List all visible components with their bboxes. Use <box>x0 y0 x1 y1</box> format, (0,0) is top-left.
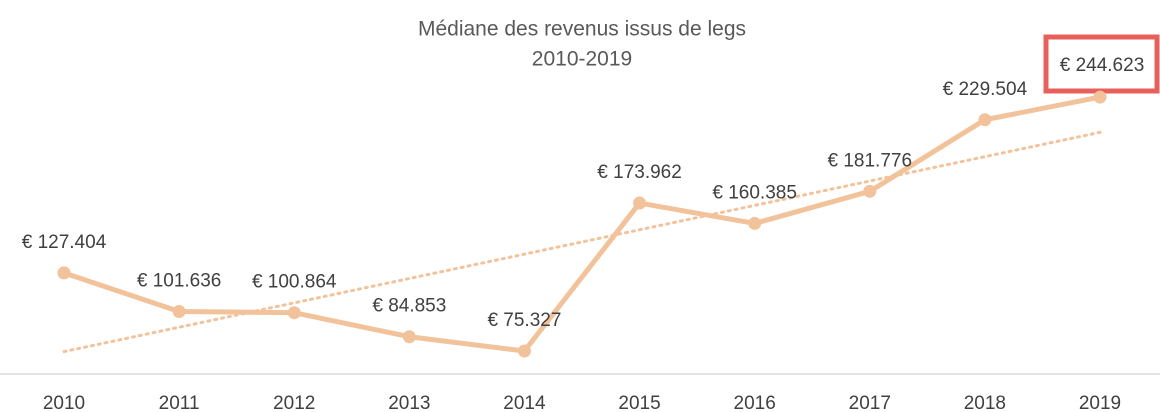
data-label: € 181.776 <box>828 150 913 171</box>
point <box>978 113 992 127</box>
data-label: € 84.853 <box>372 296 446 317</box>
chart-subtitle: 2010-2019 <box>532 48 632 71</box>
x-tick-label: 2015 <box>618 393 660 412</box>
trendline <box>62 130 1102 354</box>
data-label: € 244.623 <box>1060 55 1145 76</box>
x-tick-label: 2019 <box>1079 393 1121 412</box>
x-tick-label: 2016 <box>734 393 776 412</box>
line <box>63 94 1101 354</box>
data-label: € 101.636 <box>137 271 222 292</box>
data-label: € 160.385 <box>712 182 797 203</box>
point <box>172 305 186 319</box>
point <box>287 306 301 320</box>
data-label: € 100.864 <box>252 272 337 293</box>
x-tick-label: 2010 <box>43 393 85 412</box>
point <box>402 330 416 344</box>
point <box>748 216 762 230</box>
x-tick-label: 2011 <box>159 393 200 412</box>
point <box>57 266 71 280</box>
point <box>517 344 531 358</box>
x-tick-label: 2013 <box>388 393 430 412</box>
x-tick-label: 2014 <box>503 393 546 412</box>
data-label: € 75.327 <box>487 310 561 331</box>
x-tick-label: 2018 <box>964 393 1006 412</box>
data-label: € 173.962 <box>597 162 682 183</box>
data-label: € 229.504 <box>943 79 1028 100</box>
chart-title: Médiane des revenus issus de legs <box>418 18 746 41</box>
point <box>1093 90 1107 104</box>
point <box>863 184 877 198</box>
x-tick-label: 2012 <box>273 393 315 412</box>
x-tick-label: 2017 <box>849 393 891 412</box>
point <box>633 196 647 210</box>
data-label: € 127.404 <box>22 232 107 253</box>
